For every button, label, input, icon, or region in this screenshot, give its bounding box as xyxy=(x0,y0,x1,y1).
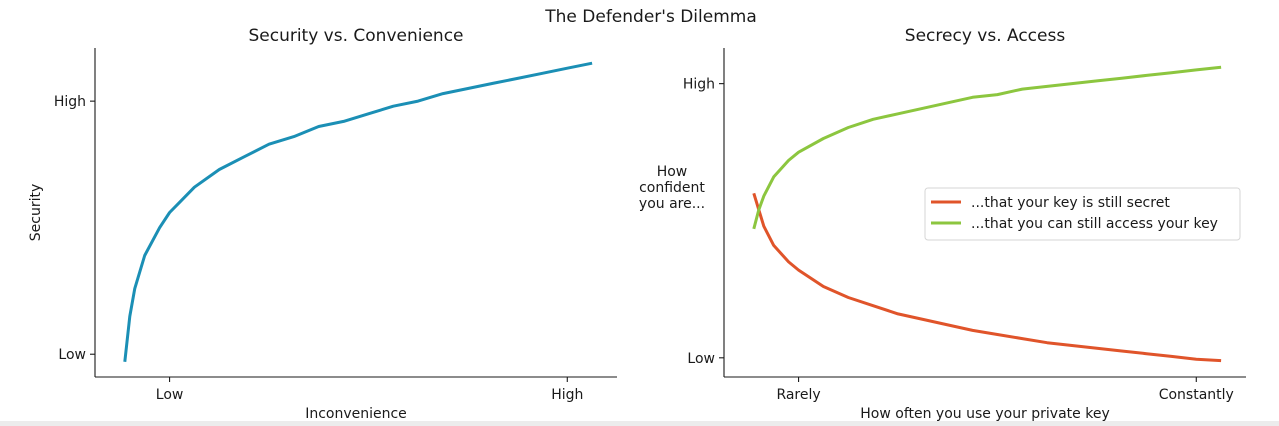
x-axis-label: How often you use your private key xyxy=(860,406,1109,421)
y-tick-label: High xyxy=(54,94,86,110)
chart-title: Secrecy vs. Access xyxy=(905,26,1066,46)
security-vs-convenience-panel: Security vs. Convenience Low High Low High In… xyxy=(28,26,617,421)
x-tick-label: Constantly xyxy=(1159,387,1234,403)
y-axis-label: Security xyxy=(28,184,44,242)
x-tick-label: Low xyxy=(156,387,184,403)
series-line-1 xyxy=(752,65,1222,230)
figure-suptitle: The Defender's Dilemma xyxy=(544,7,757,27)
chart-title: Security vs. Convenience xyxy=(248,26,463,46)
y-axis-label: How confident you are... xyxy=(639,164,705,212)
y-tick-label: Low xyxy=(58,347,86,363)
x-tick-label: Rarely xyxy=(776,387,820,403)
x-axis-label: Inconvenience xyxy=(305,406,407,421)
legend-entry-1: ...that you can still access your key xyxy=(971,216,1218,232)
y-tick-label: Low xyxy=(687,351,715,367)
secrecy-vs-access-panel: Secrecy vs. Access Rarely Constantly Low Hig… xyxy=(639,26,1246,421)
x-tick-label: High xyxy=(551,387,583,403)
series-line-0 xyxy=(752,192,1222,363)
bottom-strip xyxy=(0,421,1279,426)
legend: ...that your key is still secret ...that … xyxy=(924,187,1241,241)
y-tick-label: High xyxy=(683,77,715,93)
series-line-0 xyxy=(123,61,593,362)
legend-frame xyxy=(924,187,1241,241)
legend-entry-0: ...that your key is still secret xyxy=(971,195,1170,211)
